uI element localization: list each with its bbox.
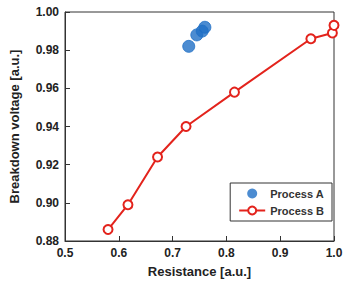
svg-text:Breakdown voltage [a.u.]: Breakdown voltage [a.u.] bbox=[7, 50, 22, 204]
svg-text:0.92: 0.92 bbox=[36, 158, 60, 172]
svg-text:1.00: 1.00 bbox=[36, 5, 60, 19]
svg-text:0.90: 0.90 bbox=[36, 196, 60, 210]
svg-text:Resistance [a.u.]: Resistance [a.u.] bbox=[148, 264, 251, 279]
svg-text:0.98: 0.98 bbox=[36, 43, 60, 57]
svg-text:0.7: 0.7 bbox=[164, 246, 181, 260]
svg-text:0.88: 0.88 bbox=[35, 234, 59, 248]
svg-text:0.96: 0.96 bbox=[36, 81, 60, 95]
svg-text:0.6: 0.6 bbox=[110, 246, 127, 260]
svg-text:1.0: 1.0 bbox=[326, 246, 343, 260]
svg-text:0.94: 0.94 bbox=[36, 120, 60, 134]
svg-text:Process A: Process A bbox=[270, 188, 323, 200]
svg-text:0.5: 0.5 bbox=[57, 246, 74, 260]
svg-text:0.8: 0.8 bbox=[218, 246, 235, 260]
svg-text:Process B: Process B bbox=[270, 205, 324, 217]
svg-text:0.9: 0.9 bbox=[272, 246, 289, 260]
